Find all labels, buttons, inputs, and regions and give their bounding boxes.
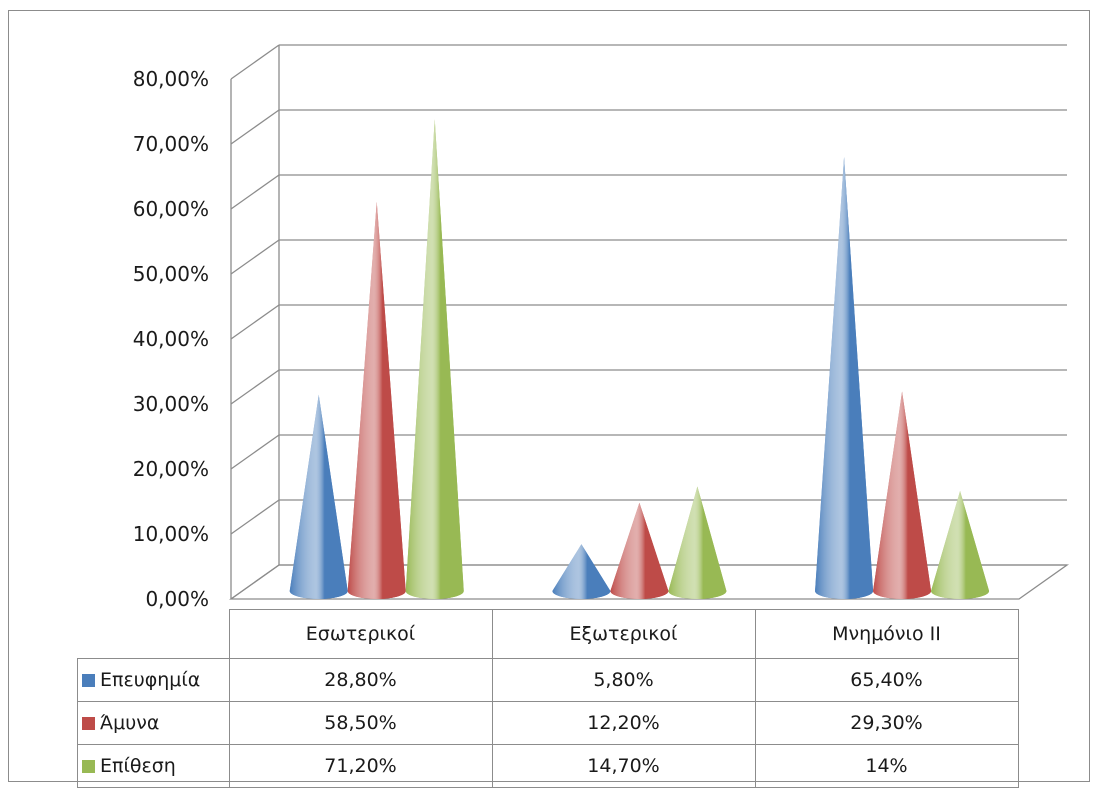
- y-tick-label: 50,00%: [133, 262, 209, 286]
- data-label: 65,40%: [754, 658, 1019, 702]
- y-tick-label: 0,00%: [145, 587, 209, 611]
- cone-mark: [405, 119, 464, 599]
- data-label: 5,80%: [491, 658, 756, 702]
- cone-shade: [405, 119, 464, 599]
- gridline-depth: [230, 304, 280, 340]
- series-name: Άμυνα: [100, 712, 160, 734]
- gridline-depth: [230, 369, 280, 405]
- category-label: Μνημόνιο ΙΙ: [754, 609, 1019, 659]
- y-tick-label: 80,00%: [133, 67, 209, 91]
- cone-shade: [552, 544, 611, 599]
- data-label: 28,80%: [228, 658, 493, 702]
- cone-mark: [347, 201, 406, 599]
- gridline-depth: [230, 434, 280, 470]
- cone-mark: [873, 391, 932, 599]
- y-tick-label: 70,00%: [133, 132, 209, 156]
- gridline-depth: [230, 109, 280, 145]
- y-tick-label: 60,00%: [133, 197, 209, 221]
- table-row: Επευφημία 28,80% 5,80% 65,40%: [77, 658, 1019, 702]
- legend-entry: Άμυνα: [77, 701, 230, 745]
- cone-mark: [931, 491, 990, 599]
- data-label: 14,70%: [491, 744, 756, 788]
- data-label: 29,30%: [754, 701, 1019, 745]
- cone-shade: [347, 201, 406, 599]
- legend-entry: Επίθεση: [77, 744, 230, 788]
- table-row: Επίθεση 71,20% 14,70% 14%: [77, 744, 1019, 788]
- legend-key: [82, 717, 95, 730]
- cone-shade: [815, 156, 874, 599]
- data-table: Εσωτερικοί Εξωτερικοί Μνημόνιο ΙΙ Επευφη…: [77, 609, 1019, 788]
- data-label: 58,50%: [228, 701, 493, 745]
- cone-mark: [289, 394, 348, 599]
- plot-area: 0,00% 10,00% 20,00% 30,00% 40,00% 50,00% 60,00…: [133, 44, 1070, 611]
- legend-key: [82, 674, 95, 687]
- data-label: 14%: [754, 744, 1019, 788]
- y-tick-label: 30,00%: [133, 392, 209, 416]
- y-tick-label: 20,00%: [133, 457, 209, 481]
- data-label: 12,20%: [491, 701, 756, 745]
- table-row: Άμυνα 58,50% 12,20% 29,30%: [77, 701, 1019, 745]
- cone-mark: [552, 544, 611, 599]
- cone-mark: [668, 486, 727, 599]
- cone-shade: [931, 491, 990, 599]
- cone-shade: [610, 502, 669, 599]
- gridline-depth: [230, 174, 280, 210]
- gridline-depth: [230, 239, 280, 275]
- cone-shade: [289, 394, 348, 599]
- category-label: Εξωτερικοί: [491, 609, 756, 659]
- cone-mark: [815, 156, 874, 599]
- y-tick-label: 10,00%: [133, 522, 209, 546]
- chart-frame: 0,00% 10,00% 20,00% 30,00% 40,00% 50,00% 60,00…: [8, 10, 1090, 788]
- table-header-row: Εσωτερικοί Εξωτερικοί Μνημόνιο ΙΙ: [78, 609, 1019, 659]
- category-label: Εσωτερικοί: [228, 609, 493, 659]
- gridline-depth: [230, 499, 280, 535]
- cone-shade: [668, 486, 727, 599]
- series-name: Επευφημία: [100, 669, 201, 691]
- cone-mark: [610, 502, 669, 599]
- series-name: Επίθεση: [100, 755, 176, 777]
- legend-key: [82, 760, 95, 773]
- legend-entry: Επευφημία: [77, 658, 230, 702]
- gridline-depth: [230, 564, 280, 600]
- data-label: 71,20%: [228, 744, 493, 788]
- cone-shade: [873, 391, 932, 599]
- gridline-depth: [230, 44, 280, 80]
- y-tick-label: 40,00%: [133, 327, 209, 351]
